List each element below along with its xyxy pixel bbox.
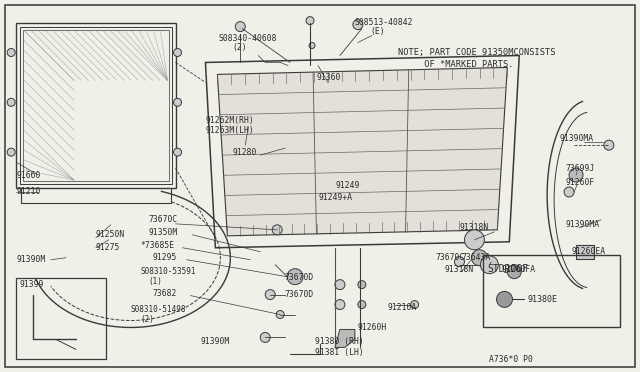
Text: 91260H: 91260H bbox=[358, 323, 387, 332]
Circle shape bbox=[508, 265, 521, 279]
Text: 91250N: 91250N bbox=[96, 230, 125, 239]
Text: 91260EA: 91260EA bbox=[571, 247, 605, 256]
Text: 91380 (RH): 91380 (RH) bbox=[315, 337, 364, 346]
Text: S08310-51498: S08310-51498 bbox=[131, 305, 186, 314]
Text: (2): (2) bbox=[141, 315, 154, 324]
Text: STDROOF: STDROOF bbox=[488, 263, 529, 273]
Text: 73670D: 73670D bbox=[284, 290, 314, 299]
Circle shape bbox=[272, 225, 282, 235]
Text: OF *MARKED PARTS.: OF *MARKED PARTS. bbox=[397, 60, 513, 69]
Text: *73685E: *73685E bbox=[141, 241, 175, 250]
Circle shape bbox=[335, 280, 345, 290]
Text: S08340-40608: S08340-40608 bbox=[218, 34, 277, 43]
Bar bbox=[576, 245, 594, 259]
Text: NOTE; PART CODE 91350MCONSISTS: NOTE; PART CODE 91350MCONSISTS bbox=[397, 48, 556, 57]
Circle shape bbox=[7, 48, 15, 57]
Text: 91390MA: 91390MA bbox=[565, 220, 599, 230]
Text: (1): (1) bbox=[148, 277, 163, 286]
Text: 91260FA: 91260FA bbox=[501, 265, 536, 274]
Circle shape bbox=[173, 148, 182, 156]
Polygon shape bbox=[335, 330, 355, 347]
Text: 91210A: 91210A bbox=[388, 303, 417, 312]
Circle shape bbox=[236, 22, 245, 32]
Circle shape bbox=[358, 280, 366, 289]
Circle shape bbox=[287, 269, 303, 285]
Bar bbox=[483, 254, 620, 327]
Text: A736*0 P0: A736*0 P0 bbox=[490, 355, 533, 364]
Circle shape bbox=[465, 230, 484, 250]
Circle shape bbox=[173, 48, 182, 57]
Text: 91660: 91660 bbox=[16, 170, 40, 180]
Circle shape bbox=[7, 148, 15, 156]
Text: 91249: 91249 bbox=[336, 180, 360, 189]
Text: (E): (E) bbox=[371, 27, 385, 36]
Circle shape bbox=[481, 256, 499, 274]
Text: 91263M(LH): 91263M(LH) bbox=[205, 126, 254, 135]
Text: (2): (2) bbox=[232, 43, 247, 52]
Polygon shape bbox=[218, 67, 508, 236]
Text: 91390MA: 91390MA bbox=[559, 134, 593, 143]
Circle shape bbox=[276, 311, 284, 318]
Text: 91360: 91360 bbox=[316, 73, 340, 82]
Circle shape bbox=[353, 20, 363, 30]
Text: 91390M: 91390M bbox=[16, 255, 45, 264]
Text: 91260F: 91260F bbox=[565, 177, 595, 186]
Text: 91318N: 91318N bbox=[445, 265, 474, 274]
Circle shape bbox=[7, 98, 15, 106]
Text: 91280: 91280 bbox=[232, 148, 257, 157]
Text: 91350M: 91350M bbox=[148, 228, 178, 237]
Circle shape bbox=[358, 301, 366, 308]
Text: 91249+A: 91249+A bbox=[318, 193, 352, 202]
Circle shape bbox=[497, 291, 513, 307]
Circle shape bbox=[604, 140, 614, 150]
Text: S08513-40842: S08513-40842 bbox=[355, 18, 413, 27]
Circle shape bbox=[309, 42, 315, 48]
Text: 91210: 91210 bbox=[16, 187, 40, 196]
Text: 91295: 91295 bbox=[152, 253, 177, 262]
Text: 73699J: 73699J bbox=[565, 164, 595, 173]
Text: 73670C: 73670C bbox=[436, 253, 465, 262]
Text: 73670D: 73670D bbox=[284, 273, 314, 282]
Text: 73643A: 73643A bbox=[461, 253, 491, 262]
Text: 73670C: 73670C bbox=[148, 215, 178, 224]
Text: 91380E: 91380E bbox=[527, 295, 557, 304]
Text: S08310-53591: S08310-53591 bbox=[141, 267, 196, 276]
Circle shape bbox=[335, 299, 345, 310]
Text: 91318N: 91318N bbox=[460, 223, 489, 232]
Text: 91275: 91275 bbox=[96, 243, 120, 252]
Bar bbox=[16, 278, 106, 359]
Text: 73682: 73682 bbox=[152, 289, 177, 298]
Text: 91399: 91399 bbox=[19, 280, 44, 289]
Circle shape bbox=[569, 168, 583, 182]
Circle shape bbox=[564, 187, 574, 197]
Text: 91262M(RH): 91262M(RH) bbox=[205, 116, 254, 125]
Circle shape bbox=[260, 333, 270, 342]
Circle shape bbox=[411, 301, 419, 308]
Circle shape bbox=[472, 250, 488, 266]
Circle shape bbox=[454, 257, 465, 267]
Circle shape bbox=[173, 98, 182, 106]
Circle shape bbox=[265, 290, 275, 299]
Text: 91390M: 91390M bbox=[200, 337, 230, 346]
Text: 9138I (LH): 9138I (LH) bbox=[315, 348, 364, 357]
Circle shape bbox=[306, 17, 314, 25]
